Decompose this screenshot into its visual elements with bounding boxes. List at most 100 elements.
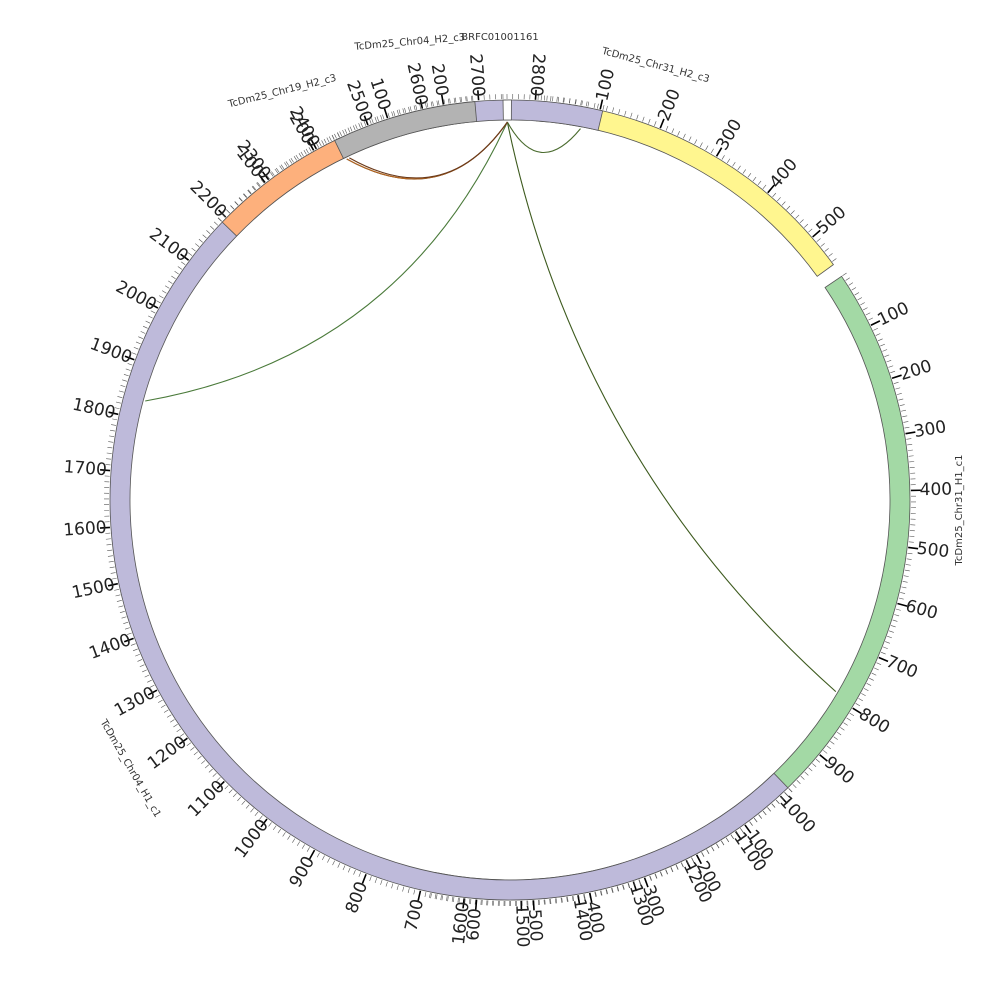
- minor-tick: [448, 98, 450, 104]
- minor-tick: [836, 731, 842, 736]
- minor-tick: [256, 182, 260, 187]
- minor-tick: [726, 158, 731, 164]
- ideogram-TcDm25_Chr31_H2_c3: [536, 100, 834, 277]
- major-tick: [812, 229, 821, 238]
- minor-tick: [193, 751, 199, 756]
- minor-tick: [627, 883, 630, 889]
- chromosome-label: TcDm25_Chr31_H1_c1: [954, 455, 965, 567]
- minor-tick: [846, 717, 852, 721]
- minor-tick: [125, 368, 131, 371]
- minor-tick: [716, 843, 720, 849]
- major-tick: [477, 90, 480, 101]
- minor-tick: [855, 703, 861, 707]
- minor-tick: [455, 97, 457, 103]
- minor-tick: [402, 108, 405, 114]
- minor-tick: [569, 98, 571, 104]
- tick-label: 100: [874, 298, 912, 330]
- minor-tick: [374, 878, 377, 884]
- minor-tick: [144, 674, 150, 678]
- minor-tick: [245, 804, 250, 809]
- minor-tick: [906, 438, 912, 440]
- minor-tick: [131, 352, 137, 355]
- minor-tick: [762, 184, 767, 189]
- minor-tick: [892, 619, 898, 622]
- minor-tick: [617, 886, 620, 892]
- minor-tick: [555, 898, 557, 904]
- minor-tick: [126, 632, 132, 635]
- minor-tick: [435, 894, 438, 900]
- minor-tick: [407, 888, 410, 894]
- minor-tick: [860, 302, 865, 306]
- minor-tick: [816, 238, 821, 242]
- minor-tick: [792, 784, 797, 789]
- minor-tick: [575, 99, 577, 105]
- minor-tick: [385, 881, 388, 887]
- minor-tick: [393, 111, 396, 116]
- minor-tick: [458, 897, 460, 903]
- major-tick: [123, 637, 134, 643]
- minor-tick: [108, 441, 114, 443]
- tick-label: 700: [883, 652, 921, 683]
- major-tick: [440, 94, 445, 105]
- minor-tick: [842, 272, 847, 277]
- minor-tick: [606, 889, 608, 895]
- minor-tick: [874, 667, 879, 671]
- minor-tick: [380, 879, 383, 885]
- minor-tick: [865, 312, 871, 316]
- minor-tick: [788, 788, 793, 793]
- minor-tick: [890, 370, 896, 374]
- minor-tick: [243, 193, 248, 198]
- minor-tick: [906, 558, 912, 560]
- minor-tick: [854, 292, 860, 296]
- minor-tick: [355, 124, 358, 130]
- minor-tick: [880, 343, 886, 347]
- minor-tick: [206, 230, 211, 234]
- minor-tick: [137, 659, 143, 662]
- minor-tick: [272, 825, 277, 830]
- minor-tick: [171, 275, 176, 280]
- minor-tick: [904, 426, 910, 429]
- minor-tick: [563, 97, 565, 103]
- major-tick: [767, 184, 775, 194]
- major-tick: [632, 881, 638, 892]
- minor-tick: [160, 704, 166, 708]
- tick-label: 700: [401, 897, 428, 933]
- minor-tick: [271, 171, 275, 176]
- minor-tick: [430, 893, 432, 899]
- minor-tick: [699, 142, 703, 148]
- minor-tick: [665, 125, 669, 131]
- minor-tick: [757, 180, 762, 186]
- minor-tick: [133, 347, 139, 350]
- minor-tick: [840, 727, 845, 731]
- minor-tick: [849, 712, 855, 716]
- minor-tick: [600, 890, 602, 896]
- tick-label: 500: [916, 539, 951, 563]
- major-tick: [363, 115, 369, 126]
- minor-tick: [888, 630, 894, 633]
- minor-tick: [861, 693, 866, 697]
- tick-label: 300: [912, 417, 947, 442]
- tick-label: 1900: [87, 334, 135, 368]
- tick-label: 1600: [449, 901, 474, 946]
- minor-tick: [308, 147, 312, 152]
- tick-label: 800: [342, 879, 372, 916]
- minor-tick: [675, 864, 679, 870]
- minor-tick: [409, 106, 412, 112]
- links-layer: [145, 121, 837, 693]
- minor-tick: [869, 677, 874, 681]
- minor-tick: [882, 349, 888, 352]
- minor-tick: [893, 381, 899, 384]
- ideogram-layer: [109, 99, 911, 901]
- minor-tick: [109, 429, 116, 432]
- minor-tick: [903, 575, 909, 577]
- minor-tick: [117, 396, 123, 398]
- minor-tick: [902, 415, 908, 418]
- minor-tick: [815, 758, 821, 763]
- minor-tick: [895, 608, 901, 611]
- label-layer: 100200300400500TcDm25_Chr31_H2_c31002003…: [63, 32, 965, 948]
- minor-tick: [408, 106, 410, 112]
- major-tick: [891, 374, 902, 379]
- tick-label: 1600: [63, 518, 108, 541]
- tick-label: 600: [463, 908, 486, 942]
- minor-tick: [902, 580, 908, 583]
